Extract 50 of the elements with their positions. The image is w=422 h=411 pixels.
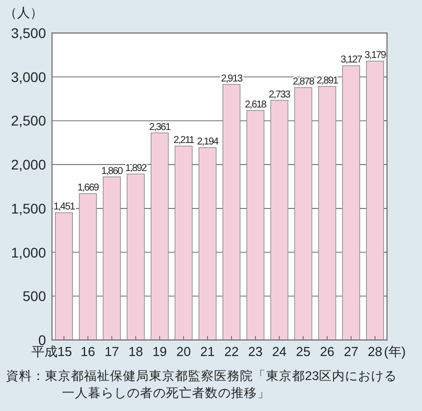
- x-tick-label: 24: [272, 344, 287, 359]
- data-label: 1,669: [77, 182, 100, 194]
- x-tick-label: 平成15: [31, 344, 72, 359]
- bar: [366, 60, 384, 340]
- x-tick-label: 18: [128, 344, 143, 359]
- y-tick-label: 2,000: [10, 156, 46, 173]
- data-label: 2,618: [244, 99, 268, 110]
- bar: [126, 174, 145, 340]
- y-tick-label: 1,500: [10, 200, 46, 216]
- x-tick-label: 16: [80, 344, 96, 359]
- bar: [174, 146, 193, 340]
- bar: [150, 132, 169, 340]
- data-label: 1,892: [125, 163, 148, 174]
- x-tick-label: 21: [200, 344, 215, 359]
- text: 資料：東京都福祉保健局東京都監察医務院「東京都23区内における一人暮らしの者の死亡者数の推移」: [6, 368, 398, 402]
- data-label: 2,733: [268, 89, 292, 100]
- data-label: 1,860: [101, 166, 124, 177]
- x-axis-title: (年): [384, 344, 406, 359]
- bar: [342, 65, 360, 340]
- bar: [78, 193, 97, 340]
- y-tick-label: 500: [22, 288, 46, 304]
- data-label: 2,361: [149, 122, 172, 133]
- bar: [222, 84, 240, 340]
- x-tick-label: 20: [176, 344, 191, 359]
- y-tick-label: 3,000: [10, 68, 46, 85]
- data-label: 3,127: [340, 54, 363, 66]
- data-label: 3,179: [364, 50, 387, 62]
- bar: [270, 100, 288, 340]
- bar: [102, 176, 121, 340]
- x-tick-label: 25: [296, 344, 310, 359]
- bar: [246, 110, 264, 340]
- x-tick-label: 22: [224, 344, 239, 359]
- data-label: 2,878: [292, 76, 315, 88]
- y-tick-label: 1,000: [10, 244, 46, 260]
- bar: [198, 147, 216, 340]
- y-tick-label: 2,500: [10, 112, 46, 129]
- x-tick-label: 26: [320, 344, 334, 359]
- bar: [318, 86, 336, 340]
- y-axis-title: （人）: [4, 5, 43, 20]
- x-tick-label: 28: [368, 344, 382, 359]
- bar: [55, 212, 73, 340]
- x-tick-label: 27: [344, 344, 358, 359]
- data-label: 2,891: [316, 75, 339, 86]
- y-tick-label: 3,500: [10, 25, 46, 41]
- x-tick-label: 19: [152, 344, 167, 359]
- x-tick-label: 17: [104, 344, 120, 359]
- x-tick-label: 23: [248, 344, 263, 359]
- data-label: 2,211: [173, 135, 195, 146]
- bar: [294, 87, 312, 340]
- data-label: 2,194: [197, 136, 220, 148]
